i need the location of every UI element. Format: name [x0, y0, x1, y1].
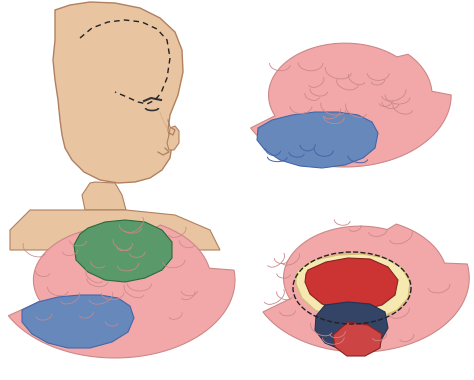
Polygon shape [167, 126, 179, 150]
Polygon shape [9, 225, 235, 358]
Polygon shape [10, 210, 220, 250]
Polygon shape [263, 224, 469, 352]
Polygon shape [74, 220, 172, 282]
Polygon shape [22, 295, 134, 348]
Polygon shape [296, 254, 410, 320]
Polygon shape [257, 112, 378, 168]
Polygon shape [82, 182, 126, 210]
Polygon shape [251, 43, 451, 167]
Polygon shape [53, 2, 183, 183]
Polygon shape [305, 258, 398, 310]
Polygon shape [333, 322, 382, 356]
Polygon shape [315, 302, 388, 350]
